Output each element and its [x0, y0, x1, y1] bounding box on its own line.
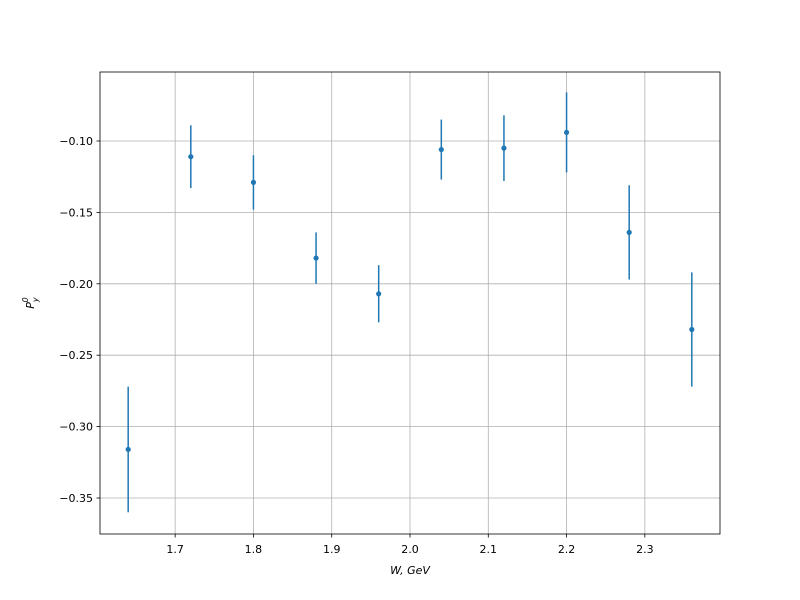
data-point [188, 154, 194, 160]
data-point [689, 326, 695, 333]
data-point [501, 145, 507, 151]
data-point [250, 179, 257, 185]
y-label-sup: 0 [21, 297, 30, 302]
ticks: 1.7 1.8 1.9 2.0 2.1 2.2 2.3 −0.35 −0.30 −0.25 −0.2… [59, 135, 653, 556]
data-point [125, 446, 131, 453]
x-tick-label: 2.3 [636, 543, 654, 556]
x-tick-label: 2.0 [401, 543, 419, 556]
data-point [626, 229, 632, 235]
y-axis-label: Py0 [21, 297, 40, 309]
y-label-sub: y [31, 297, 40, 303]
grid [100, 72, 720, 534]
x-axis-label: W, GeV [390, 564, 431, 577]
x-tick-label: 1.7 [166, 543, 184, 556]
y-tick-label: −0.30 [59, 421, 93, 434]
x-tick-label: 2.2 [558, 543, 576, 556]
y-tick-label: −0.10 [59, 135, 93, 148]
x-tick-label: 1.9 [323, 543, 341, 556]
data-point [313, 255, 319, 261]
data-point [438, 146, 444, 153]
y-tick-label: −0.35 [59, 492, 93, 505]
data-point [563, 129, 570, 136]
y-label-base: P [24, 302, 37, 309]
y-tick-label: −0.20 [59, 278, 93, 291]
y-tick-label: −0.15 [59, 206, 93, 219]
x-tick-label: 1.8 [245, 543, 263, 556]
y-tick-label: −0.25 [59, 349, 93, 362]
data-point [376, 291, 382, 297]
marks [125, 92, 695, 513]
x-tick-label: 2.1 [480, 543, 498, 556]
